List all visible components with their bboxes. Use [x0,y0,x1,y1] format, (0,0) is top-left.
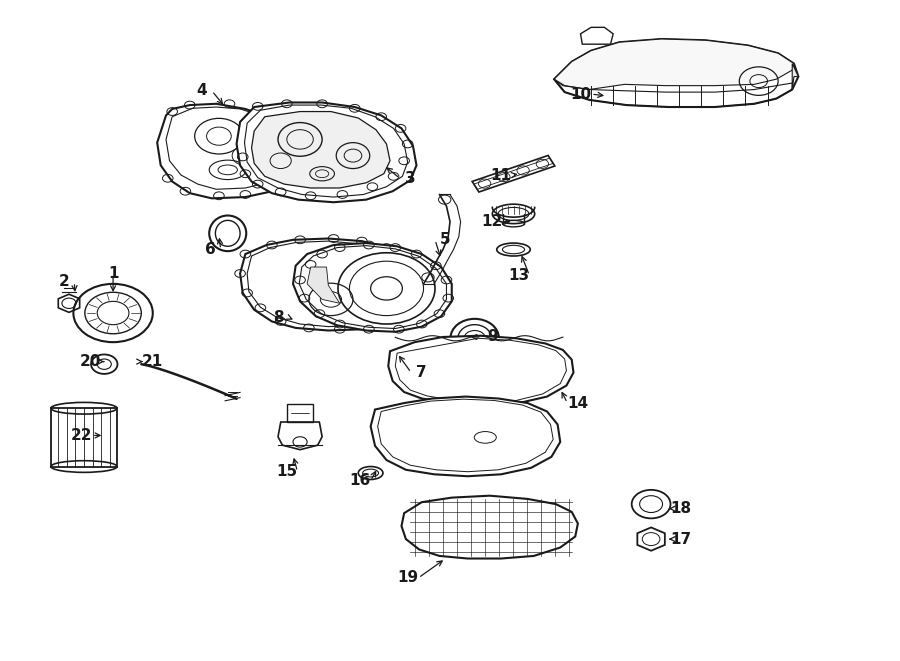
Text: 1: 1 [108,266,118,281]
Polygon shape [158,104,298,198]
Polygon shape [401,496,578,559]
Text: 12: 12 [482,214,503,229]
Polygon shape [792,63,798,89]
Text: 3: 3 [405,171,416,186]
Text: 21: 21 [141,354,163,369]
Text: 13: 13 [508,268,529,283]
Text: 20: 20 [79,354,101,369]
Text: 10: 10 [570,87,591,102]
Text: 22: 22 [70,428,92,443]
Polygon shape [287,405,313,422]
Polygon shape [371,397,560,476]
Text: 2: 2 [58,274,69,290]
Polygon shape [554,39,798,107]
Text: 5: 5 [440,232,451,247]
Polygon shape [388,336,573,405]
Text: 15: 15 [276,464,297,479]
Polygon shape [252,112,390,188]
Text: 14: 14 [567,395,589,410]
Text: 8: 8 [273,310,284,325]
Bar [51,408,117,467]
Polygon shape [580,27,613,44]
Text: 19: 19 [397,570,418,586]
Polygon shape [240,239,422,330]
Text: 9: 9 [487,329,498,344]
Text: 4: 4 [196,83,207,98]
Polygon shape [472,155,554,192]
Text: 17: 17 [670,531,691,547]
Text: 6: 6 [204,242,215,257]
Polygon shape [554,39,794,89]
Polygon shape [307,267,340,303]
Text: 11: 11 [491,167,512,182]
Text: 16: 16 [349,473,371,488]
Text: 18: 18 [670,501,691,516]
Text: 7: 7 [417,365,428,380]
Polygon shape [237,102,417,202]
Polygon shape [293,243,452,332]
